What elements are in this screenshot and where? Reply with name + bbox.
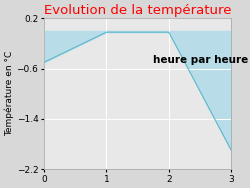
Title: Evolution de la température: Evolution de la température	[44, 4, 231, 17]
Text: heure par heure: heure par heure	[153, 55, 248, 65]
Y-axis label: Température en °C: Température en °C	[4, 51, 14, 136]
